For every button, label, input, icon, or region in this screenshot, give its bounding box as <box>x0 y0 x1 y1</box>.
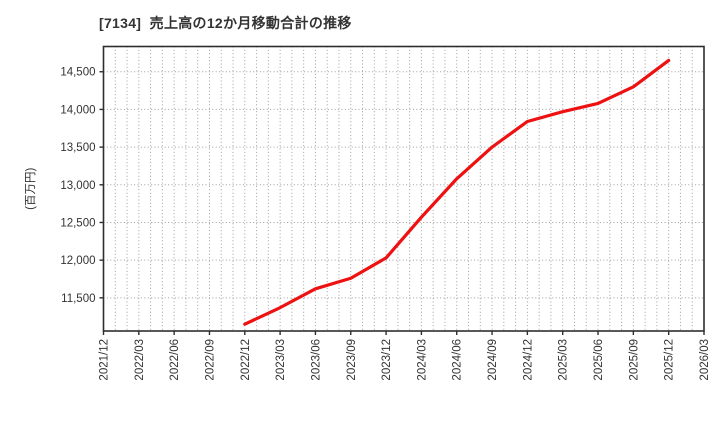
x-tick-label: 2022/03 <box>134 339 146 381</box>
x-tick-label: 2025/03 <box>558 339 570 381</box>
y-tick-label: 12,000 <box>60 255 95 267</box>
y-tick-label: 13,000 <box>60 180 95 192</box>
plot-border <box>102 45 705 332</box>
x-tick-label: 2026/03 <box>699 339 711 381</box>
x-tick-label: 2024/03 <box>416 339 428 381</box>
x-tick-label: 2022/09 <box>204 339 216 381</box>
x-tick-label: 2025/06 <box>593 339 605 381</box>
y-axis-title: (百万円) <box>25 168 37 210</box>
chart-title: [7134] 売上高の12か月移動合計の推移 <box>99 15 352 31</box>
x-tick-label: 2022/06 <box>169 339 181 381</box>
x-tick-label: 2023/09 <box>346 339 358 381</box>
x-tick-label: 2021/12 <box>99 339 111 381</box>
x-tick-label: 2022/12 <box>240 339 252 381</box>
y-tick-label: 11,500 <box>61 293 95 305</box>
x-tick-label: 2024/09 <box>487 339 499 381</box>
y-tick-label: 14,000 <box>60 104 95 116</box>
y-tick-label: 12,500 <box>60 217 95 229</box>
x-tick-label: 2025/09 <box>628 339 640 381</box>
x-tick-label: 2023/03 <box>275 339 287 381</box>
x-tick-label: 2024/06 <box>452 339 464 381</box>
y-tick-label: 14,500 <box>60 67 95 79</box>
x-tick-label: 2023/06 <box>310 339 322 381</box>
series-line-sales <box>243 58 671 326</box>
x-tick-label: 2023/12 <box>381 339 393 381</box>
x-tick-label: 2025/12 <box>664 339 676 381</box>
x-tick-label: 2024/12 <box>522 339 534 381</box>
y-tick-label: 13,500 <box>60 142 95 154</box>
